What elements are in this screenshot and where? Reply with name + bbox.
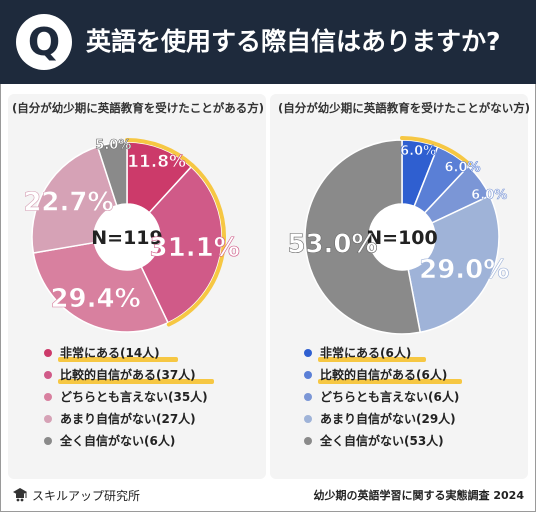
legend-highlight <box>318 357 426 362</box>
highlight-arc-0-0 <box>125 138 195 168</box>
value-label-1-1: 6.0% <box>445 161 481 176</box>
value-label-0-3: 22.7% <box>23 188 113 218</box>
legend-label: 比較的自信がある(37人) <box>60 368 196 382</box>
question-title: 英語を使用する際自信はありますか? <box>86 27 501 56</box>
legend-label: あまり自信がない(27人) <box>60 412 196 426</box>
legend-swatch <box>304 393 312 401</box>
legend-label: どちらとも言えない(35人) <box>60 390 208 404</box>
sample-size-label-0: N=119 <box>91 227 162 249</box>
legend-label: 比較的自信がある(6人) <box>320 368 448 382</box>
donut-center-1 <box>369 204 435 270</box>
legend-swatch <box>304 371 312 379</box>
legend-label: 非常にある(6人) <box>320 346 412 360</box>
legend-label: どちらとも言えない(6人) <box>320 390 460 404</box>
value-label-0-2: 29.4% <box>50 284 140 314</box>
legend-label: あまり自信がない(29人) <box>320 412 456 426</box>
legend-highlight <box>58 357 178 362</box>
legend-highlight <box>318 379 462 384</box>
highlight-arc-1-1 <box>436 142 472 167</box>
panel-label-without-education: (自分が幼少期に英語教育を受けたことがない方) <box>278 101 531 115</box>
question-header: Q 英語を使用する際自信はありますか? <box>0 0 536 84</box>
survey-name: 幼少期の英語学習に関する実態調査 2024 <box>313 489 524 502</box>
value-label-0-4: 5.0% <box>95 138 131 153</box>
sample-size-label-1: N=100 <box>366 227 437 249</box>
legend-swatch <box>44 371 52 379</box>
value-label-1-0: 6.0% <box>400 144 436 159</box>
value-label-0-1: 31.1% <box>150 233 240 263</box>
graduation-cap-icon <box>13 488 27 502</box>
legend-highlight <box>58 379 214 384</box>
highlight-arc-0-1 <box>166 163 226 327</box>
legend-swatch <box>44 349 52 357</box>
brand-name: スキルアップ研究所 <box>32 489 141 503</box>
legend-swatch <box>304 415 312 423</box>
value-label-1-3: 29.0% <box>419 255 509 285</box>
q-badge <box>16 14 72 70</box>
q-letter: Q <box>27 20 61 64</box>
legend-swatch <box>44 415 52 423</box>
legend-label: 全く自信がない(6人) <box>60 434 176 448</box>
panel-label-with-education: (自分が幼少期に英語教育を受けたことがある方) <box>12 101 265 115</box>
legend-swatch <box>44 437 52 445</box>
value-label-1-4: 53.0% <box>287 230 377 260</box>
value-label-1-2: 6.0% <box>471 188 507 203</box>
donut-center-0 <box>94 204 160 270</box>
legend-swatch <box>44 393 52 401</box>
legend-swatch <box>304 437 312 445</box>
legend-label: 全く自信がない(53人) <box>320 434 444 448</box>
legend-label: 非常にある(14人) <box>60 346 160 360</box>
value-label-0-0: 11.8% <box>127 152 186 172</box>
legend-swatch <box>304 349 312 357</box>
